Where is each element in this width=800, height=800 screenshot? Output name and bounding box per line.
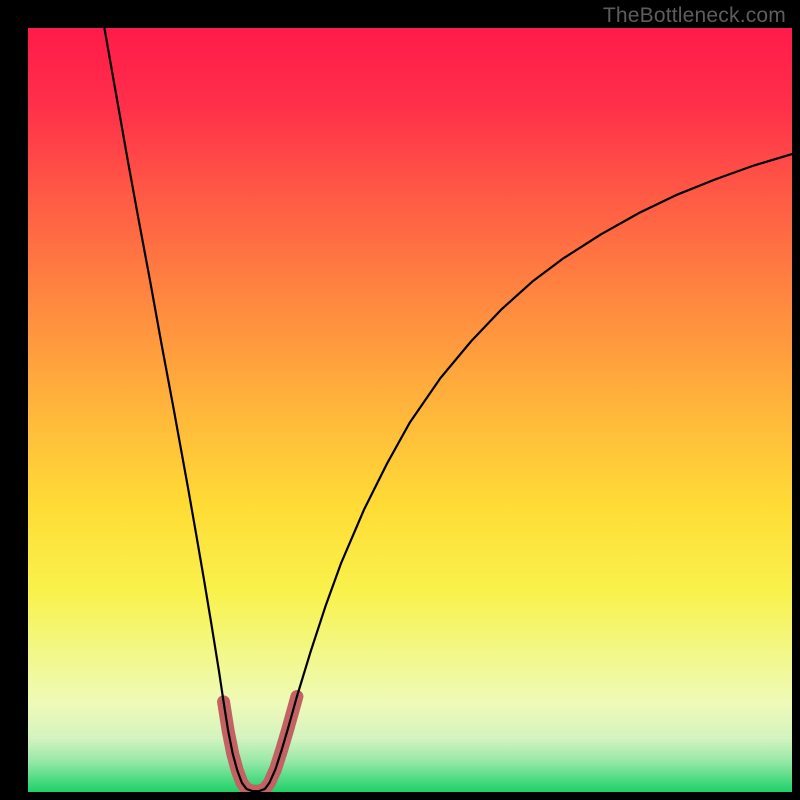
plot-svg-layer [28, 28, 792, 792]
plot-area [28, 28, 792, 792]
bottleneck-curve [104, 28, 792, 791]
plot-outer-frame [0, 0, 800, 800]
bottom-highlight-markers [224, 697, 297, 792]
watermark-text: TheBottleneck.com [603, 4, 786, 28]
